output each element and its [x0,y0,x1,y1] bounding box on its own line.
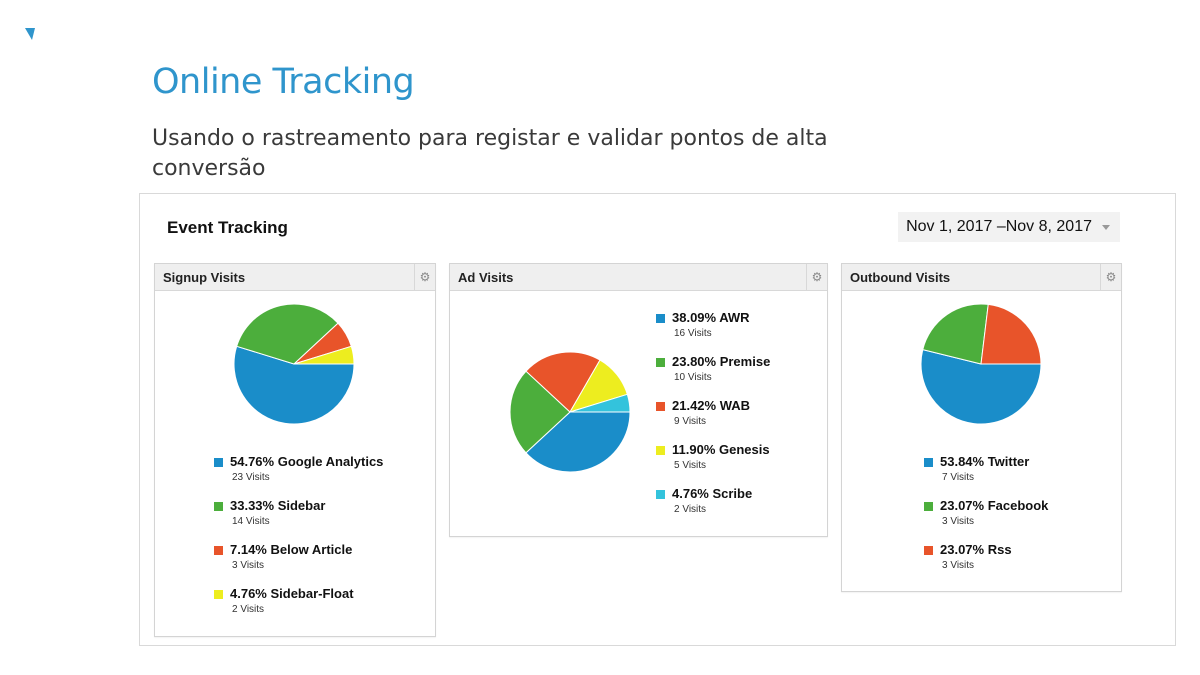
legend-label: 21.42% WAB [672,398,751,413]
chart-legend: 53.84% Twitter 7 Visits 23.07% Facebook … [924,454,1048,586]
legend-item: 23.07% Facebook 3 Visits [924,498,1048,542]
legend-item: 4.76% Sidebar-Float 2 Visits [214,586,383,630]
pie-slice-2 [525,351,601,413]
pie-slice-0 [920,349,1042,425]
event-tracking-report: Event Tracking Nov 1, 2017 –Nov 8, 2017 … [139,193,1176,646]
pie-slice-3 [293,345,355,365]
pie-chart [509,351,631,473]
legend-label: 23.80% Premise [672,354,771,369]
legend-label: 38.09% AWR [672,310,750,325]
legend-visits: 5 Visits [674,460,707,471]
legend-item: 54.76% Google Analytics 23 Visits [214,454,383,498]
pie-slice-0 [525,411,631,473]
pie-slice-1 [922,303,989,365]
logo-icon [25,28,35,40]
widget-header: Outbound Visits ⚙ [842,264,1121,291]
pie-chart [233,303,355,425]
widget-title: Signup Visits [163,269,246,285]
legend-visits: 2 Visits [674,504,707,515]
pie-slice-1 [236,303,339,365]
legend-item: 33.33% Sidebar 14 Visits [214,498,383,542]
legend-swatch [656,358,665,367]
legend-label: 53.84% Twitter [940,454,1030,469]
widget-header: Signup Visits ⚙ [155,264,435,291]
pie-slice-4 [569,393,631,413]
gear-icon[interactable]: ⚙ [1100,264,1121,290]
widget-signup-visits: Signup Visits ⚙ 54.76% Google Analytics … [154,263,436,637]
legend-swatch [656,402,665,411]
legend-item: 23.80% Premise 10 Visits [656,354,770,398]
legend-visits: 7 Visits [942,472,975,483]
legend-label: 33.33% Sidebar [230,498,326,513]
pie-chart [920,303,1042,425]
legend-visits: 23 Visits [232,472,270,483]
legend-label: 4.76% Sidebar-Float [230,586,354,601]
legend-visits: 2 Visits [232,604,265,615]
date-range-label: Nov 1, 2017 –Nov 8, 2017 [906,218,1092,235]
gear-icon[interactable]: ⚙ [414,264,435,290]
report-title: Event Tracking [167,218,288,237]
legend-label: 23.07% Facebook [940,498,1049,513]
legend-swatch [924,546,933,555]
widget-title: Outbound Visits [850,269,951,285]
legend-swatch [924,458,933,467]
pie-slice-0 [233,345,355,425]
date-range-selector[interactable]: Nov 1, 2017 –Nov 8, 2017 [898,212,1120,242]
legend-label: 4.76% Scribe [672,486,753,501]
legend-swatch [656,490,665,499]
legend-visits: 14 Visits [232,516,270,527]
legend-item: 11.90% Genesis 5 Visits [656,442,770,486]
slide-title: Online Tracking [152,62,415,102]
legend-visits: 10 Visits [674,372,712,383]
legend-item: 23.07% Rss 3 Visits [924,542,1048,586]
legend-swatch [214,458,223,467]
legend-swatch [214,590,223,599]
chevron-down-icon [1102,225,1110,230]
pie-slice-1 [509,370,571,454]
legend-swatch [656,314,665,323]
legend-swatch [214,502,223,511]
legend-visits: 3 Visits [232,560,265,571]
legend-item: 4.76% Scribe 2 Visits [656,486,770,530]
legend-item: 21.42% WAB 9 Visits [656,398,770,442]
legend-label: 7.14% Below Article [230,542,353,557]
legend-label: 23.07% Rss [940,542,1012,557]
legend-swatch [924,502,933,511]
widget-ad-visits: Ad Visits ⚙ 38.09% AWR 16 Visits 23.80% … [449,263,828,537]
legend-label: 54.76% Google Analytics [230,454,384,469]
widget-outbound-visits: Outbound Visits ⚙ 53.84% Twitter 7 Visit… [841,263,1122,592]
gear-icon[interactable]: ⚙ [806,264,827,290]
chart-legend: 38.09% AWR 16 Visits 23.80% Premise 10 V… [656,310,770,530]
legend-swatch [656,446,665,455]
legend-item: 53.84% Twitter 7 Visits [924,454,1048,498]
legend-visits: 16 Visits [674,328,712,339]
legend-visits: 3 Visits [942,560,975,571]
chart-legend: 54.76% Google Analytics 23 Visits 33.33%… [214,454,383,630]
legend-swatch [214,546,223,555]
legend-visits: 9 Visits [674,416,707,427]
legend-visits: 3 Visits [942,516,975,527]
legend-label: 11.90% Genesis [672,442,770,457]
widget-title: Ad Visits [458,269,514,285]
widget-header: Ad Visits ⚙ [450,264,827,291]
legend-item: 38.09% AWR 16 Visits [656,310,770,354]
legend-item: 7.14% Below Article 3 Visits [214,542,383,586]
slide-subtitle: Usando o rastreamento para registar e va… [152,126,828,181]
pie-slice-2 [980,303,1042,365]
